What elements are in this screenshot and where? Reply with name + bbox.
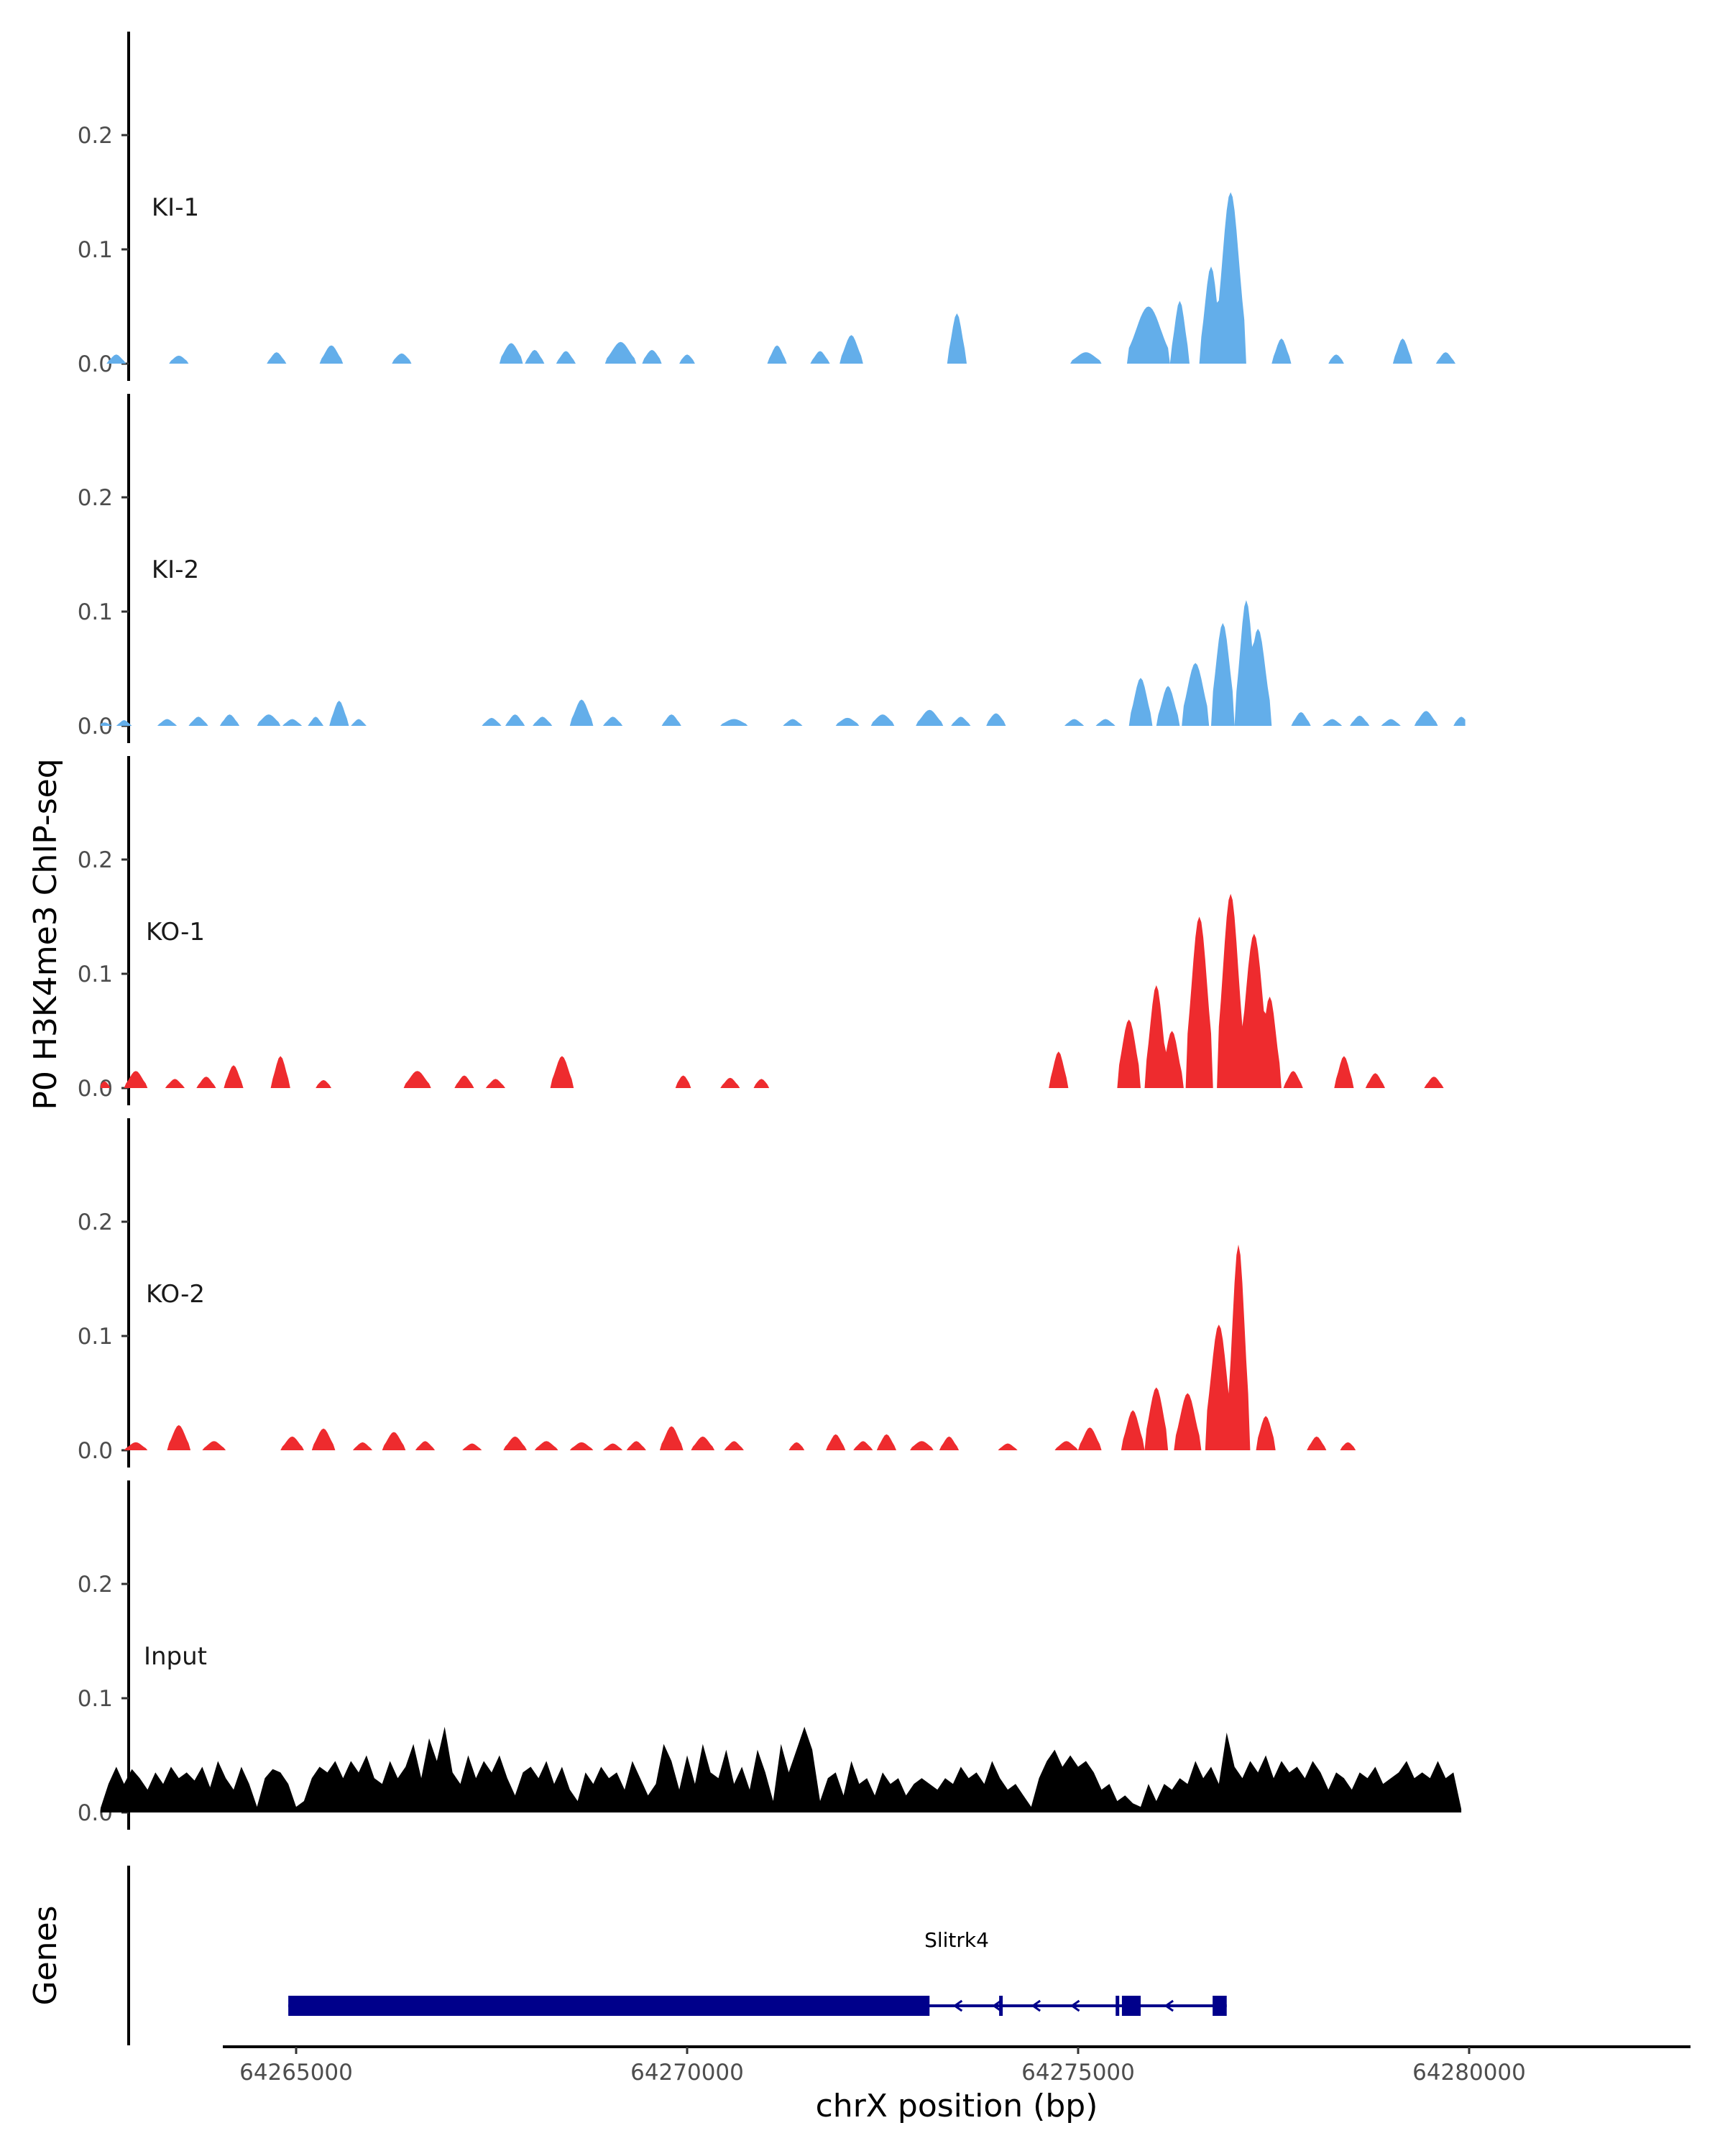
track-panels: 0.00.10.2KI-10.00.10.2KI-20.00.10.2KO-10… xyxy=(78,32,1466,1830)
gene-panel: Genes Slitrk4 xyxy=(27,1866,1227,2045)
gene-track-label: Genes xyxy=(27,1905,64,2005)
y-tick-label: 0.2 xyxy=(78,1210,113,1235)
gene-exon xyxy=(999,1996,1003,2016)
gene-exon xyxy=(1213,1996,1227,2016)
track-label: KI-1 xyxy=(152,193,199,222)
strand-arrow xyxy=(1164,1999,1174,2012)
x-axis-title: chrX position (bp) xyxy=(816,2088,1098,2124)
y-tick-label: 0.2 xyxy=(78,123,113,149)
coverage-area-input xyxy=(101,1726,1462,1812)
y-tick-label: 0.2 xyxy=(78,1572,113,1598)
y-tick-label: 0.0 xyxy=(78,1076,113,1102)
track-label: KO-2 xyxy=(146,1280,205,1309)
y-tick-label: 0.0 xyxy=(78,714,113,740)
strand-arrow xyxy=(952,1999,963,2012)
x-tick-label: 64265000 xyxy=(239,2060,353,2086)
track-ki-2: 0.0 0.1 0.2 KI-2 xyxy=(78,394,1466,743)
coverage-area-ki-1 xyxy=(101,192,1466,364)
x-tick-label: 64275000 xyxy=(1021,2060,1135,2086)
coverage-area-ko-2 xyxy=(101,1244,1466,1450)
y-tick-label: 0.1 xyxy=(78,237,113,263)
x-tick-label: 64280000 xyxy=(1412,2060,1526,2086)
gene-exon xyxy=(288,1996,930,2016)
track-ki-1: 0.0 0.1 0.2 KI-1 xyxy=(78,32,1466,381)
track-label: KO-1 xyxy=(146,918,205,946)
x-axis: 64265000 64270000 64275000 64280000 xyxy=(223,2045,1690,2086)
y-tick-label: 0.1 xyxy=(78,599,113,625)
y-axis-title: P0 H3K4me3 ChIP-seq xyxy=(27,758,64,1110)
track-ko-2: 0.0 0.1 0.2 KO-2 xyxy=(78,1118,1466,1468)
x-tick-label: 64270000 xyxy=(630,2060,744,2086)
y-tick-label: 0.1 xyxy=(78,1686,113,1712)
track-label: KI-2 xyxy=(152,556,199,584)
y-tick-label: 0.1 xyxy=(78,962,113,987)
coverage-area-ko-1 xyxy=(101,893,1466,1088)
track-ko-1: 0.0 0.1 0.2 KO-1 xyxy=(78,756,1466,1105)
strand-arrow xyxy=(1070,1999,1080,2012)
gene-name-label: Slitrk4 xyxy=(924,1928,989,1952)
y-tick-label: 0.0 xyxy=(78,1438,113,1464)
gene-exon xyxy=(1121,1996,1141,2016)
track-label: Input xyxy=(144,1642,207,1671)
gene-exon xyxy=(1116,1996,1120,2016)
strand-arrow xyxy=(1031,1999,1041,2012)
y-tick-label: 0.2 xyxy=(78,847,113,873)
y-tick-label: 0.2 xyxy=(78,485,113,511)
strand-arrow xyxy=(992,1999,1002,2012)
gene-model-slitrk4 xyxy=(288,1996,1227,2016)
y-tick-label: 0.0 xyxy=(78,351,113,377)
coverage-area-ki-2 xyxy=(101,600,1466,726)
y-tick-label: 0.1 xyxy=(78,1324,113,1350)
